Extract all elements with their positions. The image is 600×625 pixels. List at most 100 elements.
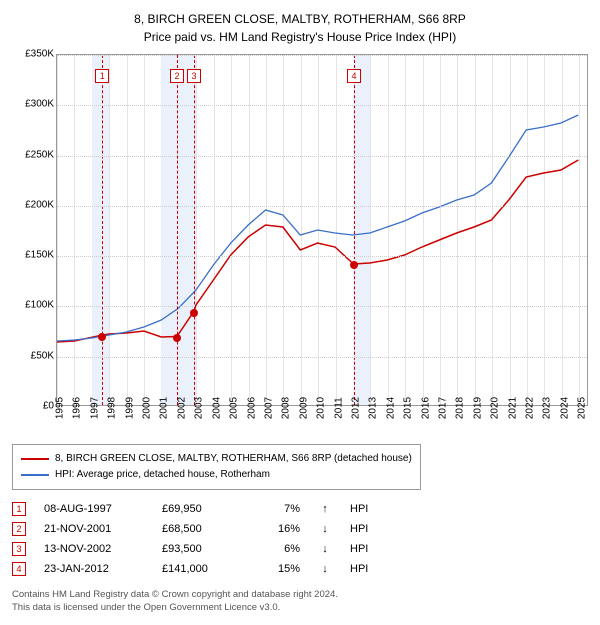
gridline-h [57,105,587,106]
sale-row-date: 23-JAN-2012 [44,563,144,575]
sale-dashline [194,55,195,405]
x-tick-label: 2005 [229,397,240,419]
x-tick-label: 2014 [385,397,396,419]
sales-table: 108-AUG-1997£69,9507%↑HPI221-NOV-2001£68… [12,502,588,576]
sale-marker-box: 1 [95,69,109,83]
sale-point [173,334,181,342]
x-tick-label: 2007 [263,397,274,419]
x-tick-label: 2016 [420,397,431,419]
gridline-h [57,156,587,157]
x-tick-label: 2012 [350,397,361,419]
sale-row-price: £69,950 [162,503,242,515]
sale-dashline [102,55,103,405]
y-tick-label: £150K [25,250,54,261]
sale-row-date: 21-NOV-2001 [44,523,144,535]
sale-dashline [354,55,355,405]
footer: Contains HM Land Registry data © Crown c… [12,588,588,615]
legend-label-property: 8, BIRCH GREEN CLOSE, MALTBY, ROTHERHAM,… [55,451,412,467]
sale-row-date: 08-AUG-1997 [44,503,144,515]
sale-row: 108-AUG-1997£69,9507%↑HPI [12,502,588,516]
x-tick-label: 1999 [124,397,135,419]
chart-container: 8, BIRCH GREEN CLOSE, MALTBY, ROTHERHAM,… [0,0,600,625]
sale-row-pct: 7% [260,503,300,515]
x-tick-label: 1998 [107,397,118,419]
gridline-h [57,55,587,56]
sale-row-hpi: HPI [350,503,368,515]
x-tick-label: 2011 [333,397,344,419]
x-tick-label: 2017 [438,397,449,419]
sale-point [190,309,198,317]
x-tick-label: 2019 [472,397,483,419]
x-tick-label: 2010 [316,397,327,419]
sale-row-hpi: HPI [350,543,368,555]
legend-swatch-property [21,458,49,460]
sale-row-hpi: HPI [350,523,368,535]
gridline-h [57,306,587,307]
x-tick-label: 2018 [455,397,466,419]
sale-row: 313-NOV-2002£93,5006%↓HPI [12,542,588,556]
sale-point [98,333,106,341]
legend-swatch-hpi [21,474,49,476]
x-tick-label: 2015 [403,397,414,419]
sale-row-arrow-icon: ↓ [318,543,332,555]
gridline-h [57,206,587,207]
sale-row-marker: 3 [12,542,26,556]
sale-row-marker: 4 [12,562,26,576]
x-tick-label: 2022 [525,397,536,419]
sale-row-arrow-icon: ↓ [318,523,332,535]
x-axis: 1995199619971998199920002001200220032004… [56,406,588,434]
title-line-2: Price paid vs. HM Land Registry's House … [12,28,588,46]
x-tick-label: 1997 [89,397,100,419]
title-line-1: 8, BIRCH GREEN CLOSE, MALTBY, ROTHERHAM,… [12,10,588,28]
x-tick-label: 2001 [159,397,170,419]
legend-label-hpi: HPI: Average price, detached house, Roth… [55,467,270,483]
sale-row-arrow-icon: ↑ [318,503,332,515]
x-tick-label: 2009 [298,397,309,419]
sale-row: 2 21-NOV-2001 £68,500 16% ↓ HPI [12,522,588,536]
x-tick-label: 2003 [194,397,205,419]
legend-row-property: 8, BIRCH GREEN CLOSE, MALTBY, ROTHERHAM,… [21,451,412,467]
legend: 8, BIRCH GREEN CLOSE, MALTBY, ROTHERHAM,… [12,444,421,490]
y-tick-label: £250K [25,149,54,160]
x-tick-label: 2006 [246,397,257,419]
x-tick-label: 2013 [368,397,379,419]
sale-marker-box: 3 [187,69,201,83]
sale-row: 4 23-JAN-2012 £141,000 15% ↓ HPI [12,562,588,576]
y-axis: £0£50K£100K£150K£200K£250K£300K£350K [12,54,56,406]
x-tick-label: 1996 [72,397,83,419]
x-tick-label: 2000 [142,397,153,419]
line-svg [57,55,587,405]
sale-row-pct: 15% [260,563,300,575]
legend-row-hpi: HPI: Average price, detached house, Roth… [21,467,412,483]
y-tick-label: £0 [43,401,54,412]
x-tick-label: 2021 [507,397,518,419]
x-tick-label: 2008 [281,397,292,419]
sale-point [350,261,358,269]
sale-dashline [177,55,178,405]
sale-row-arrow-icon: ↓ [318,563,332,575]
x-tick-label: 2023 [542,397,553,419]
y-tick-label: £50K [31,350,54,361]
sale-row-price: £141,000 [162,563,242,575]
x-tick-label: 2024 [559,397,570,419]
sale-row-pct: 6% [260,543,300,555]
x-tick-label: 2004 [211,397,222,419]
sale-row-pct: 16% [260,523,300,535]
y-tick-label: £100K [25,300,54,311]
y-tick-label: £300K [25,99,54,110]
x-tick-label: 2025 [577,397,588,419]
sale-row-marker: 2 [12,522,26,536]
y-tick-label: £350K [25,49,54,60]
sale-marker-box: 2 [170,69,184,83]
series-property [57,160,578,342]
plot-area: 1234 [56,54,588,406]
footer-line-2: This data is licensed under the Open Gov… [12,601,588,614]
gridline-h [57,357,587,358]
x-tick-label: 2020 [490,397,501,419]
footer-line-1: Contains HM Land Registry data © Crown c… [12,588,588,601]
x-tick-label: 2002 [176,397,187,419]
gridline-h [57,256,587,257]
sale-row-price: £68,500 [162,523,242,535]
sale-row-hpi: HPI [350,563,368,575]
x-tick-label: 1995 [55,397,66,419]
